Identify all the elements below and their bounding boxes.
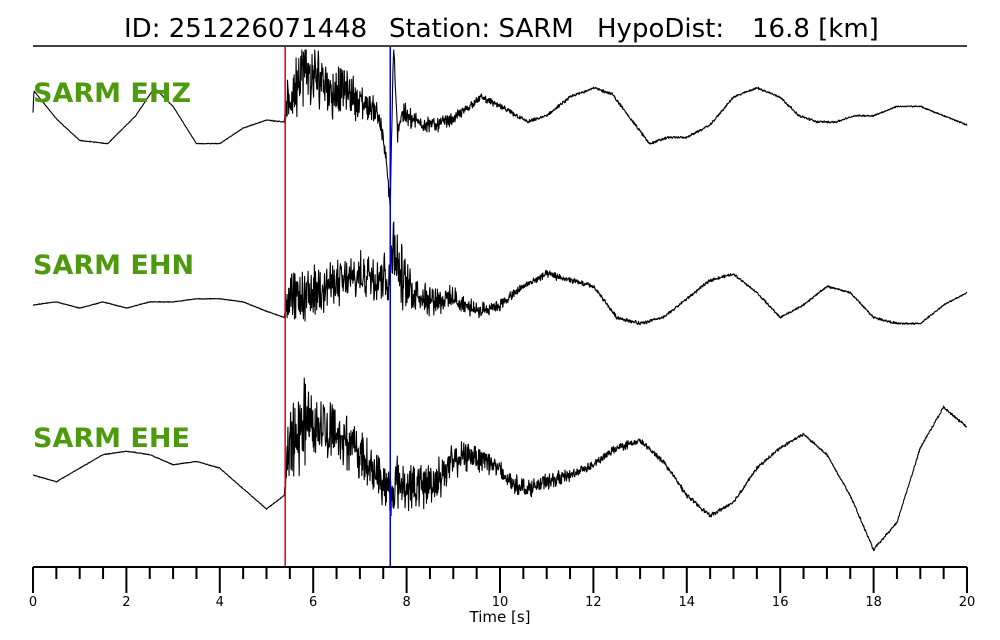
hypodist-label: HypoDist: [597,14,724,44]
channel-label-ehn: SARM EHN [33,250,194,281]
tick-label: 8 [402,595,410,610]
x-axis-label: Time [s] [469,608,531,626]
event-id: ID: 251226071448 [124,14,367,44]
hypodist-value: 16.8 [km] [752,14,879,44]
traces-group [32,49,968,552]
time-axis: 0 2 4 6 8 10 12 14 16 18 20 [29,566,976,610]
tick-label: 16 [772,595,789,610]
picks-group [284,47,392,567]
trace-line-ehn [32,221,968,326]
trace-line-ehe [32,377,968,552]
tick-label: 20 [959,595,976,610]
tick-label: 12 [585,595,602,610]
channel-label-ehe: SARM EHE [33,423,190,454]
station-name: Station: SARM [389,14,574,44]
tick-label: 0 [29,595,37,610]
tick-label: 4 [216,595,224,610]
tick-label: 2 [122,595,130,610]
tick-label: 14 [679,595,696,610]
tick-label: 6 [309,595,317,610]
trace-line-ehz [32,49,968,212]
tick-label: 18 [865,595,882,610]
channel-label-ehz: SARM EHZ [33,78,191,109]
tick-label: 10 [492,595,509,610]
